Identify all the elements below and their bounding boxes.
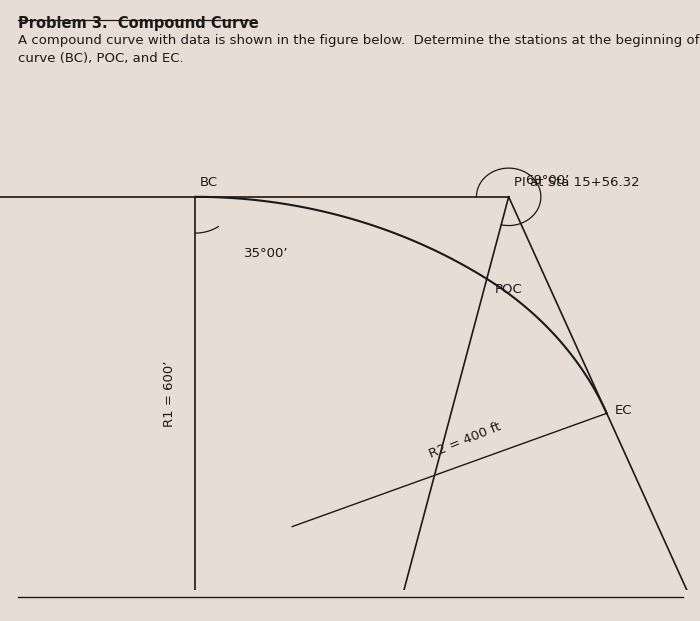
Text: PI at Sta 15+56.32: PI at Sta 15+56.32 <box>514 176 639 189</box>
Text: BC: BC <box>200 176 218 189</box>
Text: Problem 3.  Compound Curve: Problem 3. Compound Curve <box>18 16 258 30</box>
Text: POC: POC <box>494 283 522 296</box>
Text: EC: EC <box>615 404 632 417</box>
Text: 35°00’: 35°00’ <box>244 247 288 260</box>
Text: R1 = 600’: R1 = 600’ <box>163 360 176 427</box>
Text: 68°00’: 68°00’ <box>525 174 569 187</box>
Text: A compound curve with data is shown in the figure below.  Determine the stations: A compound curve with data is shown in t… <box>18 34 699 47</box>
Text: R2 = 400 ft: R2 = 400 ft <box>427 420 503 461</box>
Text: curve (BC), POC, and EC.: curve (BC), POC, and EC. <box>18 52 183 65</box>
